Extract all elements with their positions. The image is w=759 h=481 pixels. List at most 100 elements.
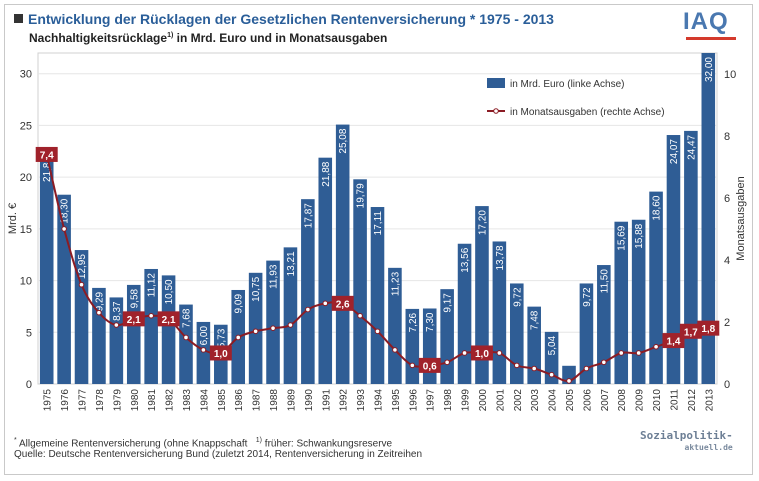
footnote-1-mark: 1) [255,437,263,444]
bar [597,265,611,384]
line-point [618,350,625,356]
bar [388,267,402,384]
line-value-box [470,345,493,361]
x-tick-label: 2000 [478,389,489,412]
bar [179,304,193,384]
line-value-box [662,333,685,349]
sozialpolitik-watermark: Sozialpolitik-aktuell.de [640,430,733,454]
bar-value-label: 9,09 [234,294,245,314]
bar-value-label: 11,93 [269,264,280,289]
watermark-sub: aktuell.de [684,443,733,452]
bar-value-label: 5,73 [216,328,227,348]
x-tick-label: 1976 [60,389,71,412]
line-value-box [35,146,58,162]
bar-value-label: 9,29 [94,291,105,311]
line-value-box [209,345,232,361]
x-tick-label: 1984 [199,389,210,412]
chart-subtitle: Nachhaltigkeitsrücklage1) in Mrd. Euro u… [29,31,387,45]
bar-value-label: 9,17 [443,293,454,313]
y-tick-label: 25 [20,120,32,132]
bar-value-label: 15,69 [617,225,628,250]
x-tick-label: 1981 [147,389,158,412]
bar-value-label: 9,72 [512,287,523,307]
bar [109,297,124,384]
bar-value-label: 12,95 [77,254,88,279]
line-value-label: 1,8 [701,324,715,335]
bar [144,268,158,384]
x-tick-label: 2003 [530,389,541,412]
bar [370,207,385,384]
x-tick-label: 2004 [548,389,559,412]
x-tick-label: 1985 [217,389,228,412]
line-point [113,322,120,328]
x-tick-label: 1991 [321,389,332,412]
bar [318,157,333,384]
bar-value-label: 19,79 [356,183,367,208]
y2-tick-label: 10 [724,69,736,81]
bar-value-label: 7,48 [530,310,541,330]
y-tick-label: 5 [26,327,32,339]
bar [684,130,698,384]
bar-value-label: 24,07 [669,139,680,164]
bar [196,321,211,384]
x-tick-label: 1990 [304,389,315,412]
line-point [635,350,642,356]
bar-value-label: 18,60 [652,195,663,220]
line-value-box [697,320,720,336]
x-tick-label: 1975 [43,389,54,412]
y-axis-label: Mrd. € [7,203,19,234]
line-point [61,226,67,232]
bar-value-label: 32,00 [704,57,715,82]
y2-tick-label: 8 [724,131,730,143]
footnote-1-rest: früher: Schwankungsreserve [262,438,393,450]
x-tick-label: 1982 [165,389,176,412]
line-point [357,312,363,319]
x-tick-label: 2006 [582,389,593,412]
y-tick-label: 10 [20,276,32,288]
x-tick-label: 1977 [78,389,89,412]
x-tick-label: 1993 [356,389,367,412]
bar [301,199,315,384]
x-tick-label: 2011 [669,389,680,411]
line-point [548,371,555,378]
x-tick-label: 1994 [374,389,385,412]
line-point [444,359,450,366]
y-tick-label: 0 [26,379,32,391]
bar-value-label: 13,21 [286,251,297,276]
bar-value-label: 10,75 [251,276,262,301]
line-value-label: 1,4 [667,337,681,348]
line-point [392,347,398,353]
bar-value-label: 24,47 [686,134,697,159]
y2-tick-label: 2 [724,317,730,329]
x-tick-label: 1978 [95,389,106,412]
bar-value-label: 7,26 [408,312,419,332]
line-value-label: 0,6 [423,361,437,372]
legend-line-label: in Monatsausgaben (rechte Achse) [510,107,665,118]
x-tick-label: 2007 [600,389,611,412]
line-point [374,328,381,335]
y2-tick-label: 6 [724,193,730,205]
bar-value-label: 10,50 [164,279,175,304]
bar [405,308,420,384]
y2-axis-label: Monatsausgaben [735,176,747,260]
line-value-label: 1,0 [475,349,489,360]
bar [248,272,263,384]
bar [39,158,54,384]
bar-value-label: 9,72 [582,287,593,307]
x-tick-label: 1983 [182,389,193,412]
legend-bar-label: in Mrd. Euro (linke Achse) [510,79,625,90]
line-point [566,378,572,384]
chart-title: Entwicklung der Rücklagen der Gesetzlich… [14,11,554,27]
line-value-box [331,295,354,311]
y-tick-label: 15 [20,224,32,236]
bar-value-label: 11,12 [147,273,158,298]
x-tick-label: 1996 [408,389,419,412]
bar-value-label: 8,37 [112,301,123,321]
line-point [252,328,259,335]
bar-value-label: 17,87 [303,203,314,228]
line-point [461,350,468,356]
subtitle-footnote-mark: 1) [167,32,174,39]
line-value-box [122,311,145,327]
x-tick-label: 1992 [339,389,350,412]
